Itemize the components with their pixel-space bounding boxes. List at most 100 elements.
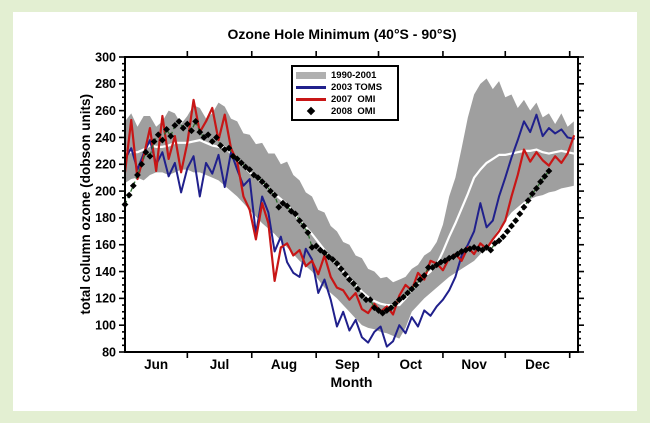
x-axis-title: Month: [330, 374, 373, 390]
data-point-diamond: [159, 136, 166, 144]
tick-label: Dec: [525, 357, 550, 372]
chart-title: Ozone Hole Minimum (40°S - 90°S): [227, 26, 457, 42]
data-point-diamond: [196, 128, 204, 136]
data-point-diamond: [395, 296, 403, 304]
data-point-diamond: [362, 296, 370, 304]
tick-label: 120: [95, 292, 116, 306]
data-point-diamond: [404, 289, 412, 297]
data-point-diamond: [400, 293, 407, 301]
tick-label: 260: [95, 104, 116, 118]
data-point-diamond: [503, 227, 511, 235]
data-point-diamond: [312, 242, 320, 250]
data-point-diamond: [416, 276, 424, 283]
tick-label: 200: [95, 184, 116, 198]
data-point-diamond: [316, 246, 324, 254]
data-point-diamond: [420, 272, 428, 279]
legend-box: 1990-2001 2003 TOMS 2007 OMI 2008 OMI: [291, 65, 399, 121]
data-point-diamond: [271, 191, 279, 199]
tick-label: 240: [95, 131, 116, 145]
data-point-diamond: [370, 304, 378, 312]
tick-label: Jul: [210, 357, 230, 372]
data-point-diamond: [291, 210, 299, 218]
tick-label: 140: [95, 265, 116, 279]
data-point-diamond: [250, 171, 258, 179]
tick-label: Aug: [271, 357, 297, 372]
data-point-diamond: [300, 222, 308, 230]
legend-label: 2007 OMI: [331, 93, 376, 105]
data-point-diamond: [213, 134, 220, 141]
data-point-diamond: [192, 117, 200, 125]
legend-item-1990-2001: 1990-2001: [293, 70, 397, 81]
data-point-diamond: [246, 166, 254, 174]
data-point-diamond: [545, 167, 553, 175]
data-point-diamond: [237, 159, 245, 167]
data-point-diamond: [321, 249, 328, 257]
data-point-diamond: [528, 190, 536, 198]
data-point-diamond: [183, 120, 191, 128]
data-point-diamond: [188, 127, 195, 135]
data-point-diamond: [479, 246, 486, 254]
tick-label: Sep: [335, 357, 360, 372]
data-point-diamond: [208, 138, 216, 145]
data-point-diamond: [304, 229, 312, 237]
data-point-diamond: [533, 185, 540, 192]
data-point-diamond: [433, 261, 441, 269]
data-point-diamond: [495, 237, 503, 245]
legend-label: 1990-2001: [331, 69, 377, 81]
data-point-diamond: [333, 260, 341, 267]
data-point-diamond: [146, 152, 154, 160]
data-point-diamond: [217, 142, 224, 149]
tick-label: Nov: [461, 357, 487, 372]
data-point-diamond: [242, 163, 249, 171]
band-swatch-icon: [293, 71, 329, 79]
data-point-diamond: [387, 304, 395, 312]
data-point-diamond: [449, 253, 457, 261]
data-point-diamond: [296, 217, 303, 224]
data-point-diamond: [516, 210, 524, 218]
data-point-diamond: [287, 207, 295, 215]
data-point-diamond: [125, 191, 133, 199]
data-point-diamond: [262, 182, 270, 190]
data-point-diamond: [454, 250, 461, 258]
data-point-diamond: [134, 171, 141, 179]
data-point-diamond: [258, 178, 266, 186]
band-1990-2001: [125, 78, 574, 339]
line-2003-toms: [124, 113, 575, 348]
legend-item-2008-omi: 2008 OMI: [293, 106, 397, 117]
data-point-diamond: [129, 182, 137, 190]
data-point-diamond: [537, 178, 544, 186]
data-point-diamond: [491, 239, 499, 247]
data-point-diamond: [487, 246, 495, 254]
data-point-diamond: [346, 276, 353, 283]
data-point-diamond: [163, 126, 170, 133]
data-point-diamond: [383, 307, 391, 314]
data-point-diamond: [275, 203, 283, 211]
data-point-diamond: [154, 131, 162, 139]
data-point-diamond: [179, 124, 187, 132]
data-point-diamond: [375, 307, 382, 314]
data-point-diamond: [391, 300, 399, 308]
tick-label: 100: [95, 318, 116, 332]
data-point-diamond: [200, 134, 208, 141]
legend-item-2003-toms: 2003 TOMS: [293, 82, 397, 93]
data-point-diamond: [267, 187, 274, 195]
data-point-diamond: [499, 233, 507, 241]
data-point-diamond: [512, 217, 520, 224]
data-point-diamond: [229, 152, 237, 160]
data-point-diamond: [541, 172, 549, 180]
tick-label: Oct: [399, 357, 422, 372]
data-point-diamond: [424, 264, 432, 271]
data-point-diamond: [233, 155, 241, 163]
data-point-diamond: [441, 257, 449, 265]
data-point-diamond: [254, 174, 262, 182]
tick-label: 220: [95, 158, 116, 172]
y-axis-title: total column ozone (dobson units): [77, 94, 93, 315]
points-2008-omi: [121, 117, 553, 317]
y-axis-title-wrap: total column ozone (dobson units): [70, 57, 100, 352]
data-point-diamond: [279, 199, 287, 207]
data-point-diamond: [341, 270, 349, 278]
data-point-diamond: [408, 285, 416, 293]
data-point-diamond: [520, 203, 528, 211]
data-point-diamond: [225, 144, 233, 152]
tick-label: 160: [95, 238, 116, 252]
